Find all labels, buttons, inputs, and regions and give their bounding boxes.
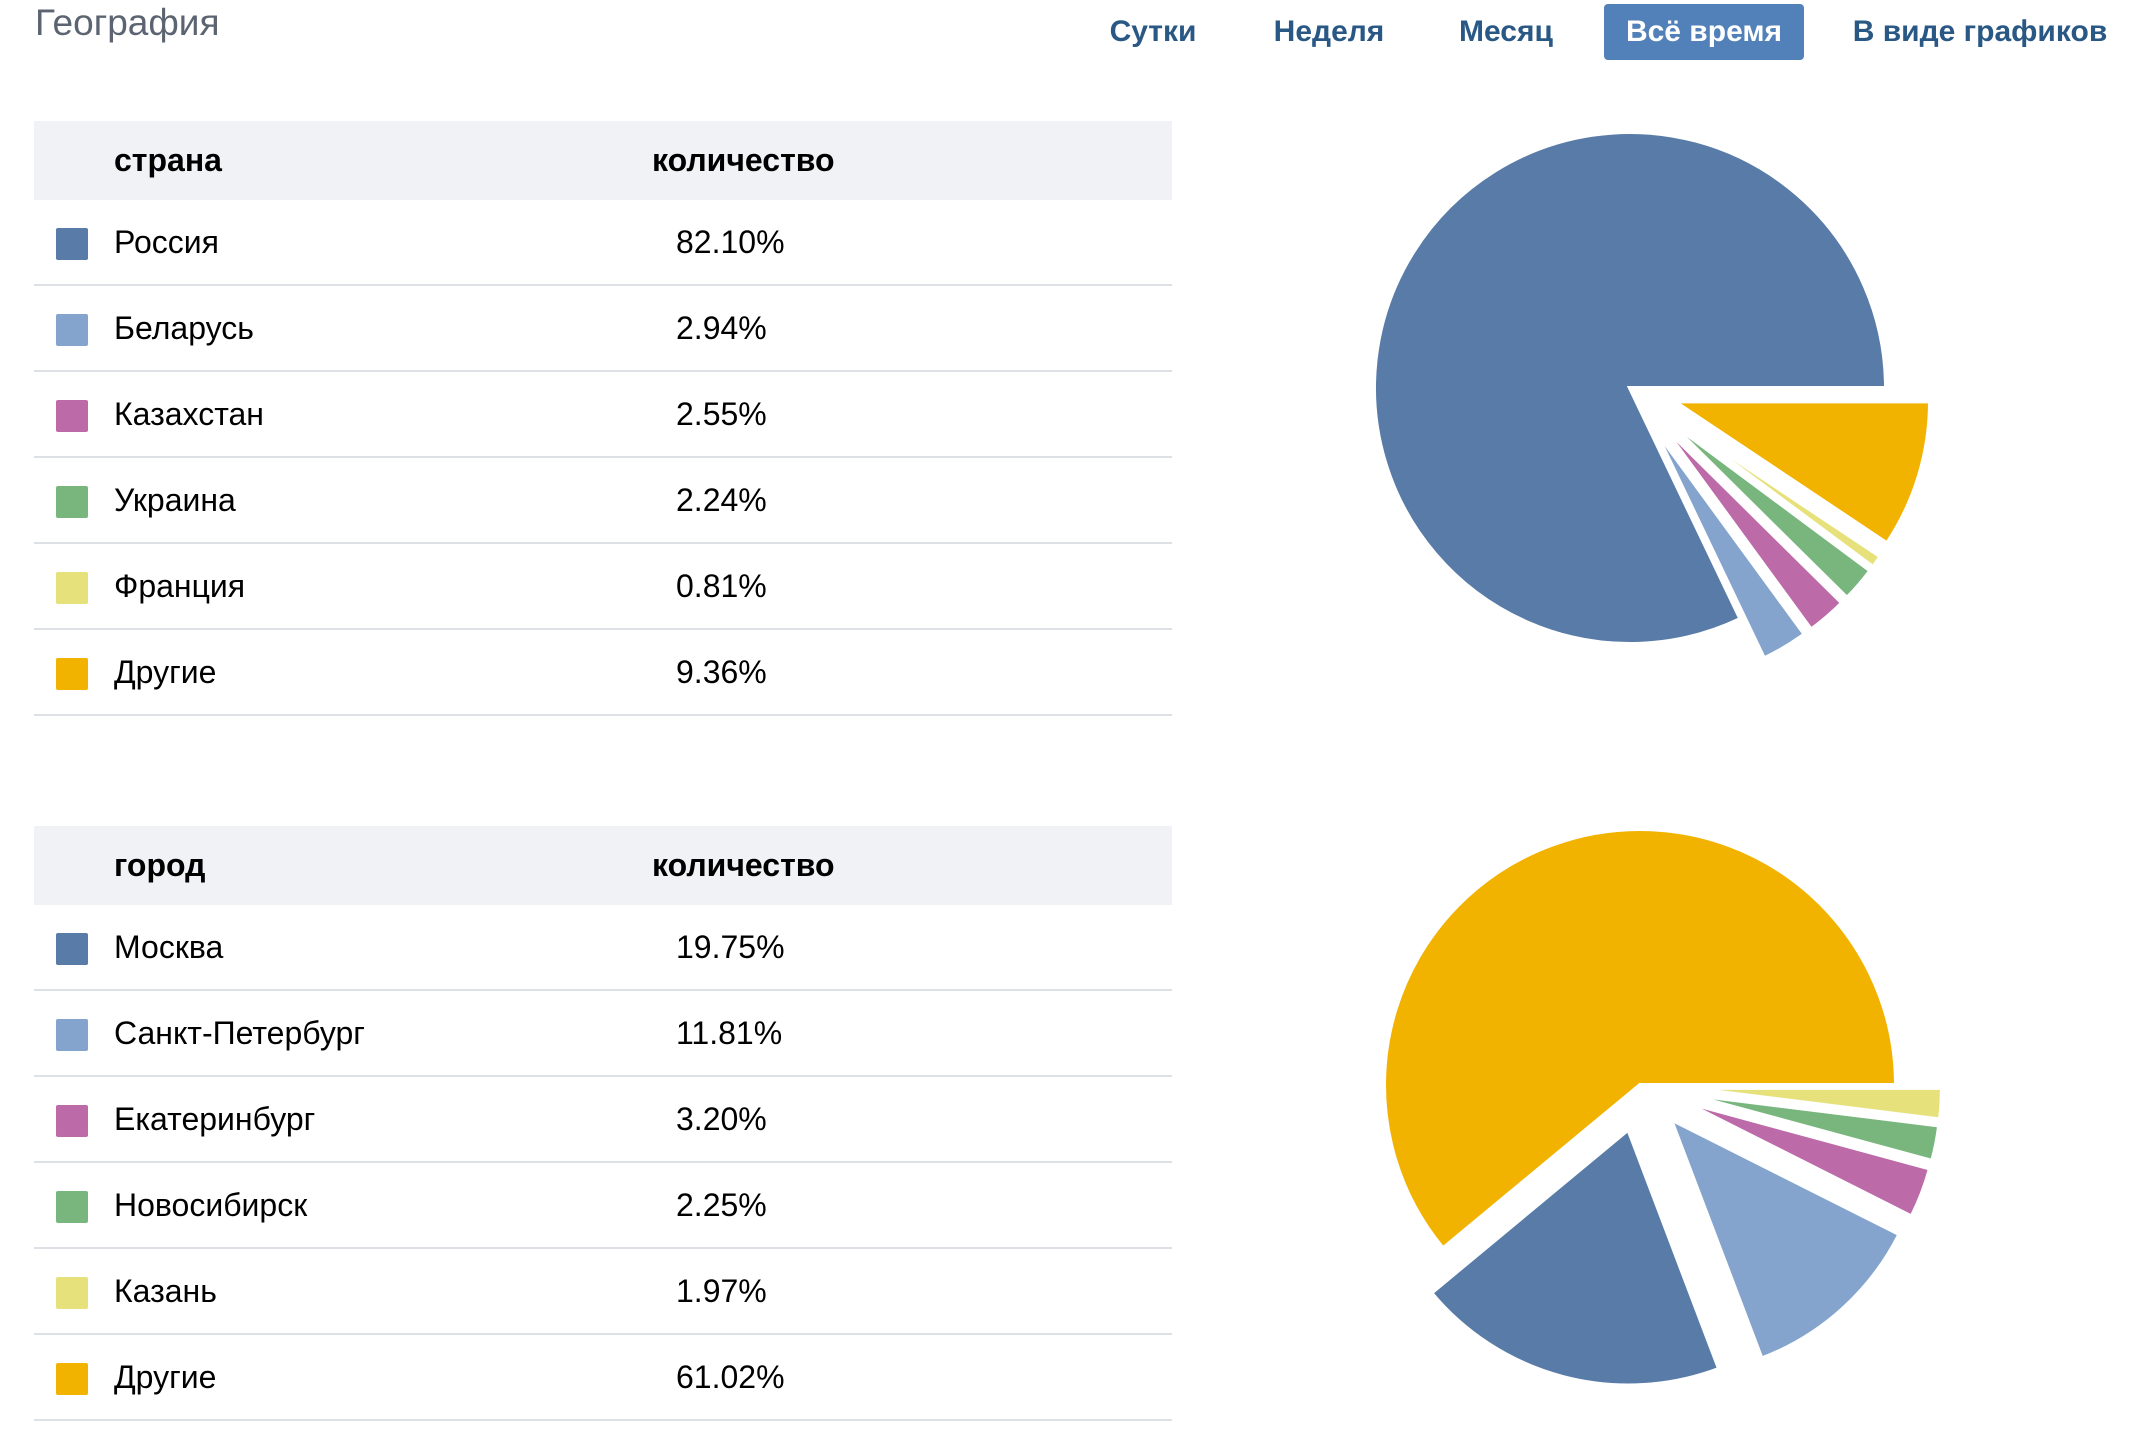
color-swatch — [56, 572, 88, 605]
table-header: город количество — [34, 826, 1172, 905]
table-header: страна количество — [34, 121, 1172, 200]
cities-table: город количество Москва 19.75% Санкт-Пет… — [34, 826, 1172, 1421]
tab-week[interactable]: Неделя — [1273, 15, 1385, 48]
country-name: Россия — [114, 200, 652, 286]
city-column-header: город — [114, 826, 652, 905]
color-swatch — [56, 314, 88, 347]
country-name: Казахстан — [114, 371, 652, 458]
country-share: 2.24% — [652, 457, 1172, 544]
country-name: Украина — [114, 457, 652, 544]
count-column-header: количество — [652, 121, 1172, 200]
pie-slice-1[interactable] — [1372, 130, 1889, 646]
pie-slice-2[interactable] — [1667, 1115, 1903, 1362]
pie-slice-5[interactable] — [1666, 412, 1884, 570]
country-share: 82.10% — [652, 200, 1172, 286]
tab-all-time[interactable]: Всё время — [1604, 4, 1804, 60]
pie-slice-4[interactable] — [1684, 1091, 1942, 1164]
city-share: 61.02% — [652, 1334, 1172, 1421]
color-swatch — [56, 400, 88, 433]
country-share: 0.81% — [652, 543, 1172, 630]
city-share: 1.97% — [652, 1248, 1172, 1335]
city-share: 2.25% — [652, 1162, 1172, 1249]
city-name: Другие — [114, 1334, 652, 1421]
color-swatch — [56, 1277, 88, 1310]
country-share: 9.36% — [652, 629, 1172, 716]
city-share: 19.75% — [652, 905, 1172, 991]
color-swatch — [56, 1105, 88, 1138]
table-row: Казань 1.97% — [34, 1248, 1172, 1335]
page-title: География — [35, 2, 220, 43]
table-row: Другие 61.02% — [34, 1334, 1172, 1421]
table-row: Беларусь 2.94% — [34, 285, 1172, 372]
period-tabs: Сутки Неделя Месяц Всё время В виде граф… — [0, 2, 2135, 62]
table-row: Казахстан 2.55% — [34, 371, 1172, 458]
pie-slice-3[interactable] — [1682, 1099, 1933, 1220]
pie-slice-5[interactable] — [1685, 1085, 1944, 1122]
city-name: Москва — [114, 905, 652, 991]
pie-slice-1[interactable] — [1428, 1126, 1722, 1388]
city-share: 3.20% — [652, 1076, 1172, 1163]
city-name: Екатеринбург — [114, 1076, 652, 1163]
color-swatch — [56, 1363, 88, 1396]
pie-slice-3[interactable] — [1658, 421, 1845, 633]
tab-month[interactable]: Месяц — [1459, 15, 1553, 48]
table-row: Россия 82.10% — [34, 200, 1172, 286]
pie-slice-6[interactable] — [1667, 399, 1933, 547]
table-row: Франция 0.81% — [34, 543, 1172, 630]
country-column-header: страна — [114, 121, 652, 200]
table-row: Другие 9.36% — [34, 629, 1172, 716]
color-swatch — [56, 228, 88, 261]
countries-pie-chart — [1372, 130, 1933, 662]
country-name: Другие — [114, 629, 652, 716]
city-name: Казань — [114, 1248, 652, 1335]
country-share: 2.94% — [652, 285, 1172, 372]
pie-slice-4[interactable] — [1663, 416, 1874, 601]
pie-slice-6[interactable] — [1382, 827, 1899, 1252]
city-name: Новосибирск — [114, 1162, 652, 1249]
cities-pie-chart — [1382, 827, 1944, 1388]
table-row: Екатеринбург 3.20% — [34, 1076, 1172, 1163]
country-share: 2.55% — [652, 371, 1172, 458]
table-row: Санкт-Петербург 11.81% — [34, 990, 1172, 1077]
table-row: Москва 19.75% — [34, 905, 1172, 991]
pie-slice-2[interactable] — [1651, 426, 1808, 662]
table-row: Украина 2.24% — [34, 457, 1172, 544]
view-as-charts-link[interactable]: В виде графиков — [1852, 15, 2108, 48]
city-share: 11.81% — [652, 990, 1172, 1077]
color-swatch — [56, 933, 88, 966]
countries-table: страна количество Россия 82.10% Беларусь… — [34, 121, 1172, 716]
tab-day[interactable]: Сутки — [1109, 15, 1197, 48]
country-name: Франция — [114, 543, 652, 630]
color-swatch — [56, 1191, 88, 1224]
city-name: Санкт-Петербург — [114, 990, 652, 1077]
color-swatch — [56, 658, 88, 691]
color-swatch — [56, 1019, 88, 1052]
count-column-header: количество — [652, 826, 1172, 905]
country-name: Беларусь — [114, 285, 652, 372]
color-swatch — [56, 486, 88, 519]
table-row: Новосибирск 2.25% — [34, 1162, 1172, 1249]
